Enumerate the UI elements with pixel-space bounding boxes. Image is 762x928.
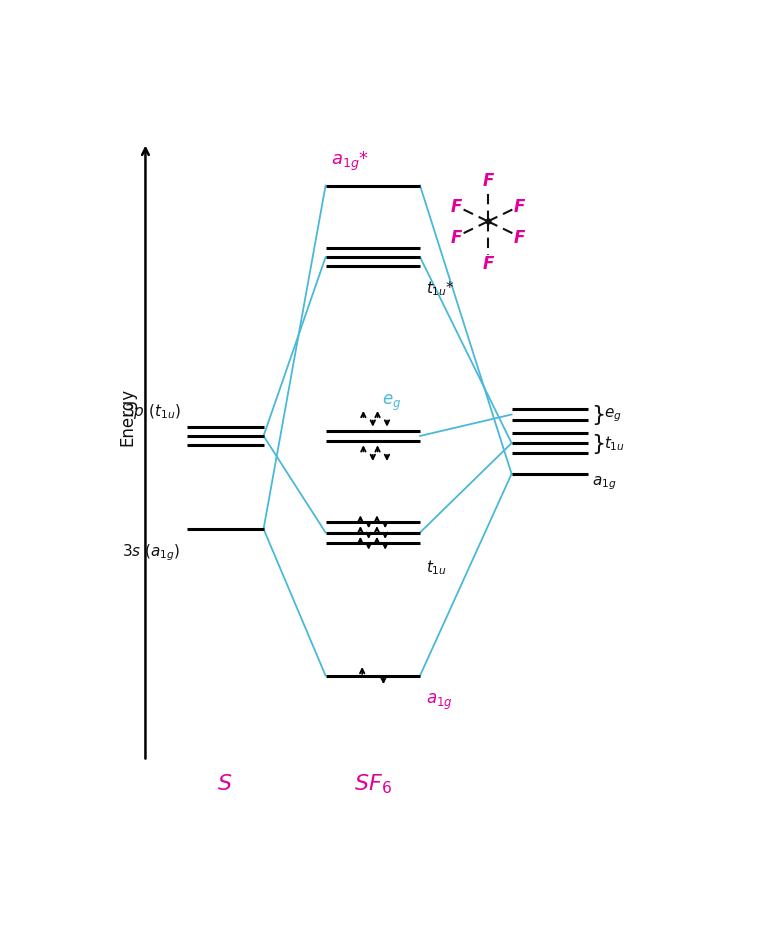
Text: $3p\ (t_{1u})$: $3p\ (t_{1u})$ (124, 402, 181, 421)
Text: }: } (591, 433, 606, 454)
Text: $a_{1g}$: $a_{1g}$ (593, 474, 617, 492)
Text: F: F (450, 229, 462, 247)
Text: $t_{1u}$: $t_{1u}$ (426, 558, 447, 576)
Text: $a_{1g}$: $a_{1g}$ (426, 690, 453, 711)
Text: $t_{1u}$*: $t_{1u}$* (426, 278, 455, 297)
Text: $S$: $S$ (217, 773, 233, 793)
Text: $t_{1u}$: $t_{1u}$ (604, 434, 626, 453)
Text: }: } (591, 405, 606, 425)
Text: F: F (482, 254, 494, 273)
Text: $e_g$: $e_g$ (604, 406, 622, 424)
Text: $a_{1g}$*: $a_{1g}$* (331, 149, 370, 173)
Text: $e_g$: $e_g$ (382, 393, 401, 412)
Text: Energy: Energy (119, 388, 136, 445)
Text: SF$_6$: SF$_6$ (354, 771, 392, 795)
Text: F: F (450, 198, 462, 215)
Text: F: F (514, 198, 526, 215)
Text: F: F (482, 172, 494, 190)
Text: $3s\ (a_{1g})$: $3s\ (a_{1g})$ (123, 542, 181, 562)
Text: F: F (514, 229, 526, 247)
